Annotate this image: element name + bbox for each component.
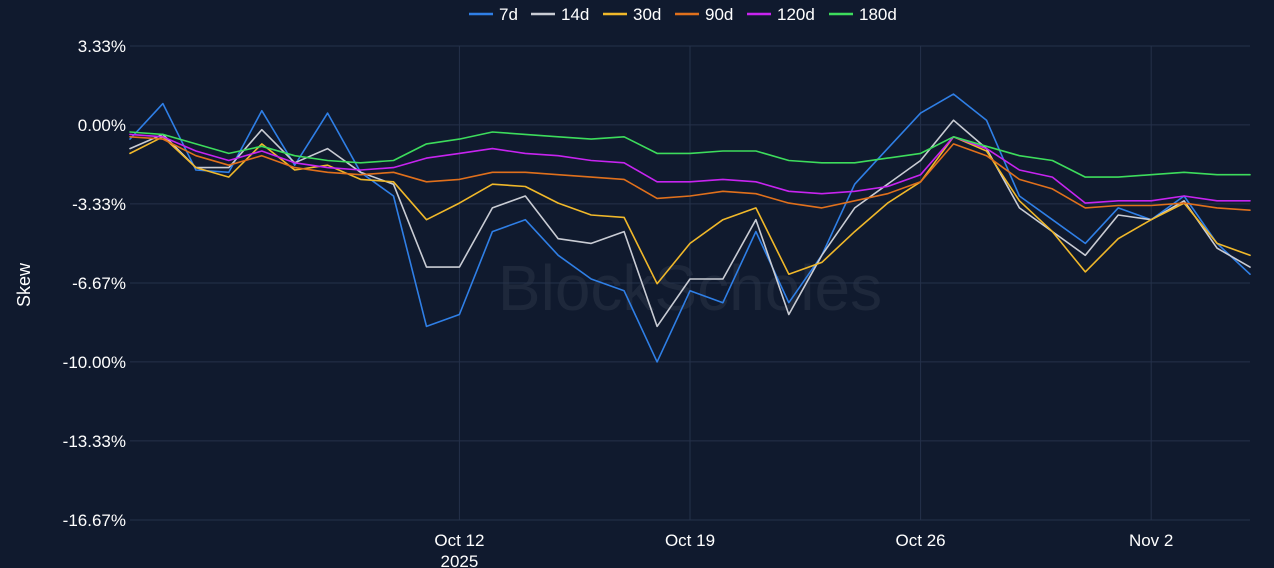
series-line-90d [129, 136, 1251, 211]
gridlines [130, 45, 1250, 521]
y-axis-title: Skew [14, 262, 34, 307]
y-tick-label: -3.33% [72, 195, 126, 214]
x-tick-label: Nov 2 [1129, 531, 1173, 550]
legend-item-7d[interactable]: 7d [469, 5, 518, 24]
y-tick-label: -10.00% [63, 353, 126, 372]
x-tick-label: Oct 26 [896, 531, 946, 550]
legend-item-30d[interactable]: 30d [603, 5, 661, 24]
y-tick-label: 0.00% [78, 116, 126, 135]
legend[interactable]: 7d 14d 30d 90d 120d 180d [469, 5, 897, 24]
legend-label: 180d [859, 5, 897, 24]
legend-item-180d[interactable]: 180d [829, 5, 897, 24]
y-tick-label: -6.67% [72, 274, 126, 293]
legend-item-14d[interactable]: 14d [531, 5, 589, 24]
x-axis-tick-labels: Oct 12 2025 Oct 19 Oct 26 Nov 2 [434, 531, 1173, 568]
legend-item-90d[interactable]: 90d [675, 5, 733, 24]
x-tick-label: Oct 12 [434, 531, 484, 550]
series-line-120d [129, 133, 1251, 204]
legend-item-120d[interactable]: 120d [747, 5, 815, 24]
y-tick-label: -13.33% [63, 432, 126, 451]
series-line-7d [129, 93, 1251, 363]
legend-label: 120d [777, 5, 815, 24]
series-line-14d [129, 119, 1251, 328]
x-tick-label: Oct 19 [665, 531, 715, 550]
y-tick-label: 3.33% [78, 37, 126, 56]
series-line-180d [129, 131, 1251, 178]
x-tick-sublabel: 2025 [440, 552, 478, 568]
legend-label: 30d [633, 5, 661, 24]
legend-label: 90d [705, 5, 733, 24]
legend-label: 14d [561, 5, 589, 24]
legend-label: 7d [499, 5, 518, 24]
watermark-text: BlockScholes [498, 252, 882, 324]
y-axis-tick-labels: 3.33% 0.00% -3.33% -6.67% -10.00% -13.33% -16.… [63, 37, 126, 530]
series-layer [129, 93, 1251, 363]
y-tick-label: -16.67% [63, 511, 126, 530]
